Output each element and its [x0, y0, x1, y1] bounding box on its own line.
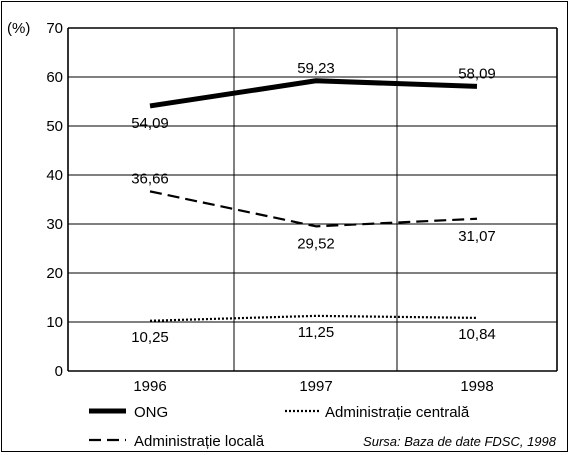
data-labels: 54,09 59,23 58,09 36,66 29,52 31,07 10,25 11,25…: [131, 60, 496, 346]
y-tick-0: 0: [55, 363, 63, 380]
data-label-administratie-locala-1997: 29,52: [297, 235, 335, 252]
y-tick-10: 10: [46, 314, 63, 331]
legend-label-ong: ONG: [134, 404, 168, 421]
data-label-ong-1996: 54,09: [131, 115, 169, 132]
data-label-ong-1998: 58,09: [458, 65, 496, 82]
x-tick-1997: 1997: [299, 378, 332, 395]
series-lines: [149, 78, 478, 322]
series-line-administratie-locala: [149, 190, 478, 228]
y-tick-60: 60: [46, 69, 63, 86]
legend: ONG Administrație centrală Administrație…: [89, 404, 470, 450]
y-tick-50: 50: [46, 118, 63, 135]
data-label-administratie-centrala-1996: 10,25: [131, 329, 169, 346]
data-label-administratie-centrala-1997: 11,25: [298, 324, 334, 341]
y-tick-30: 30: [46, 216, 63, 233]
data-label-administratie-centrala-1998: 10,84: [458, 326, 496, 343]
y-tick-40: 40: [46, 167, 63, 184]
y-tick-20: 20: [46, 265, 63, 282]
legend-label-administratie-locala: Administrație locală: [134, 433, 265, 450]
x-tick-1996: 1996: [133, 378, 166, 395]
x-axis-ticks: 1996 1997 1998: [133, 378, 493, 395]
data-label-ong-1997: 59,23: [297, 60, 335, 77]
y-tick-70: 70: [46, 20, 63, 37]
x-tick-1998: 1998: [460, 378, 493, 395]
data-label-administratie-locala-1996: 36,66: [131, 170, 169, 187]
source-note: Sursa: Baza de date FDSC, 1998: [363, 434, 557, 449]
series-line-administratie-centrala: [149, 314, 478, 322]
series-line-ong: [149, 78, 478, 109]
legend-label-administratie-centrala: Administrație centrală: [325, 404, 470, 421]
data-label-administratie-locala-1998: 31,07: [458, 228, 496, 245]
y-axis-label: (%): [7, 20, 30, 37]
grid: [67, 27, 558, 372]
y-axis-ticks: 0 10 20 30 40 50 60 70: [46, 20, 63, 380]
